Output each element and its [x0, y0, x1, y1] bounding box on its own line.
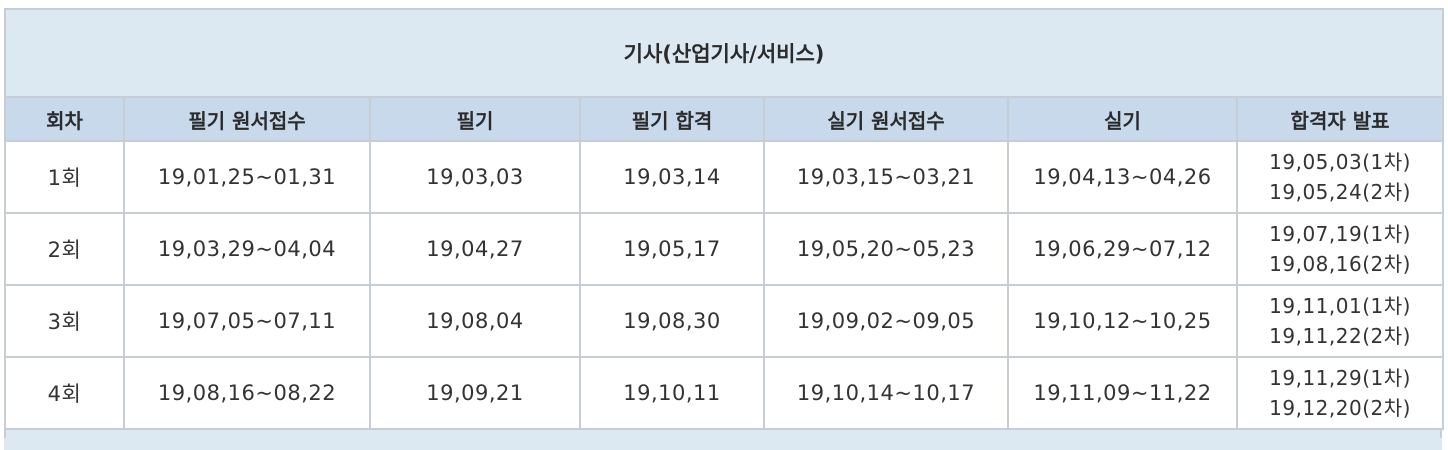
announcement-first: 19,05,03(1차) — [1269, 150, 1411, 174]
practical-application-cell: 19,05,20~05,23 — [763, 212, 1009, 286]
round-cell: 3회 — [4, 284, 125, 358]
written-exam-cell: 19,03,03 — [369, 140, 581, 214]
written-pass-cell: 19,10,11 — [579, 356, 765, 430]
header-written-application: 필기 원서접수 — [123, 96, 371, 142]
announcement-cell: 19,05,03(1차) 19,05,24(2차) — [1235, 140, 1445, 214]
written-exam-cell: 19,04,27 — [369, 212, 581, 286]
announcement-cell: 19,07,19(1차) 19,08,16(2차) — [1235, 212, 1445, 286]
written-application-cell: 19,01,25~01,31 — [123, 140, 371, 214]
practical-exam-cell: 19,11,09~11,22 — [1007, 356, 1238, 430]
written-application-cell: 19,08,16~08,22 — [123, 356, 371, 430]
practical-exam-cell: 19,04,13~04,26 — [1007, 140, 1238, 214]
table-title: 기사(산업기사/서비스) — [3, 8, 1445, 98]
written-pass-cell: 19,08,30 — [579, 284, 765, 358]
written-exam-cell: 19,08,04 — [369, 284, 581, 358]
announcement-cell: 19,11,29(1차) 19,12,20(2차) — [1235, 356, 1445, 430]
header-round: 회차 — [4, 96, 125, 142]
header-written-pass: 필기 합격 — [579, 96, 765, 142]
announcement-second: 19,05,24(2차) — [1269, 180, 1411, 204]
header-row: 회차 필기 원서접수 필기 필기 합격 실기 원서접수 실기 합격자 발표 — [4, 96, 1445, 142]
written-application-cell: 19,03,29~04,04 — [123, 212, 371, 286]
header-practical-application: 실기 원서접수 — [763, 96, 1009, 142]
practical-application-cell: 19,03,15~03,21 — [763, 140, 1009, 214]
header-written-exam: 필기 — [369, 96, 581, 142]
announcement-second: 19,12,20(2차) — [1269, 396, 1411, 420]
announcement-first: 19,11,01(1차) — [1269, 294, 1411, 318]
practical-application-cell: 19,09,02~09,05 — [763, 284, 1009, 358]
table-row: 3회 19,07,05~07,11 19,08,04 19,08,30 19,0… — [4, 284, 1445, 358]
header-practical-exam: 실기 — [1007, 96, 1238, 142]
written-pass-cell: 19,05,17 — [579, 212, 765, 286]
round-cell: 1회 — [4, 140, 125, 214]
table-row: 4회 19,08,16~08,22 19,09,21 19,10,11 19,1… — [4, 356, 1445, 430]
written-pass-cell: 19,03,14 — [579, 140, 765, 214]
round-cell: 2회 — [4, 212, 125, 286]
exam-schedule-table: 기사(산업기사/서비스) 회차 필기 원서접수 필기 필기 합격 실기 원서접수… — [3, 8, 1445, 430]
round-cell: 4회 — [4, 356, 125, 430]
table-row: 2회 19,03,29~04,04 19,04,27 19,05,17 19,0… — [4, 212, 1445, 286]
announcement-cell: 19,11,01(1차) 19,11,22(2차) — [1235, 284, 1445, 358]
written-exam-cell: 19,09,21 — [369, 356, 581, 430]
table-footer-band — [4, 430, 1442, 438]
schedule-table-container: 기사(산업기사/서비스) 회차 필기 원서접수 필기 필기 합격 실기 원서접수… — [3, 8, 1445, 450]
announcement-first: 19,11,29(1차) — [1269, 366, 1411, 390]
table-row: 1회 19,01,25~01,31 19,03,03 19,03,14 19,0… — [4, 140, 1445, 214]
written-application-cell: 19,07,05~07,11 — [123, 284, 371, 358]
practical-exam-cell: 19,10,12~10,25 — [1007, 284, 1238, 358]
announcement-first: 19,07,19(1차) — [1269, 222, 1411, 246]
practical-application-cell: 19,10,14~10,17 — [763, 356, 1009, 430]
practical-exam-cell: 19,06,29~07,12 — [1007, 212, 1238, 286]
announcement-second: 19,08,16(2차) — [1269, 252, 1411, 276]
header-announcement: 합격자 발표 — [1235, 96, 1445, 142]
announcement-second: 19,11,22(2차) — [1269, 324, 1411, 348]
